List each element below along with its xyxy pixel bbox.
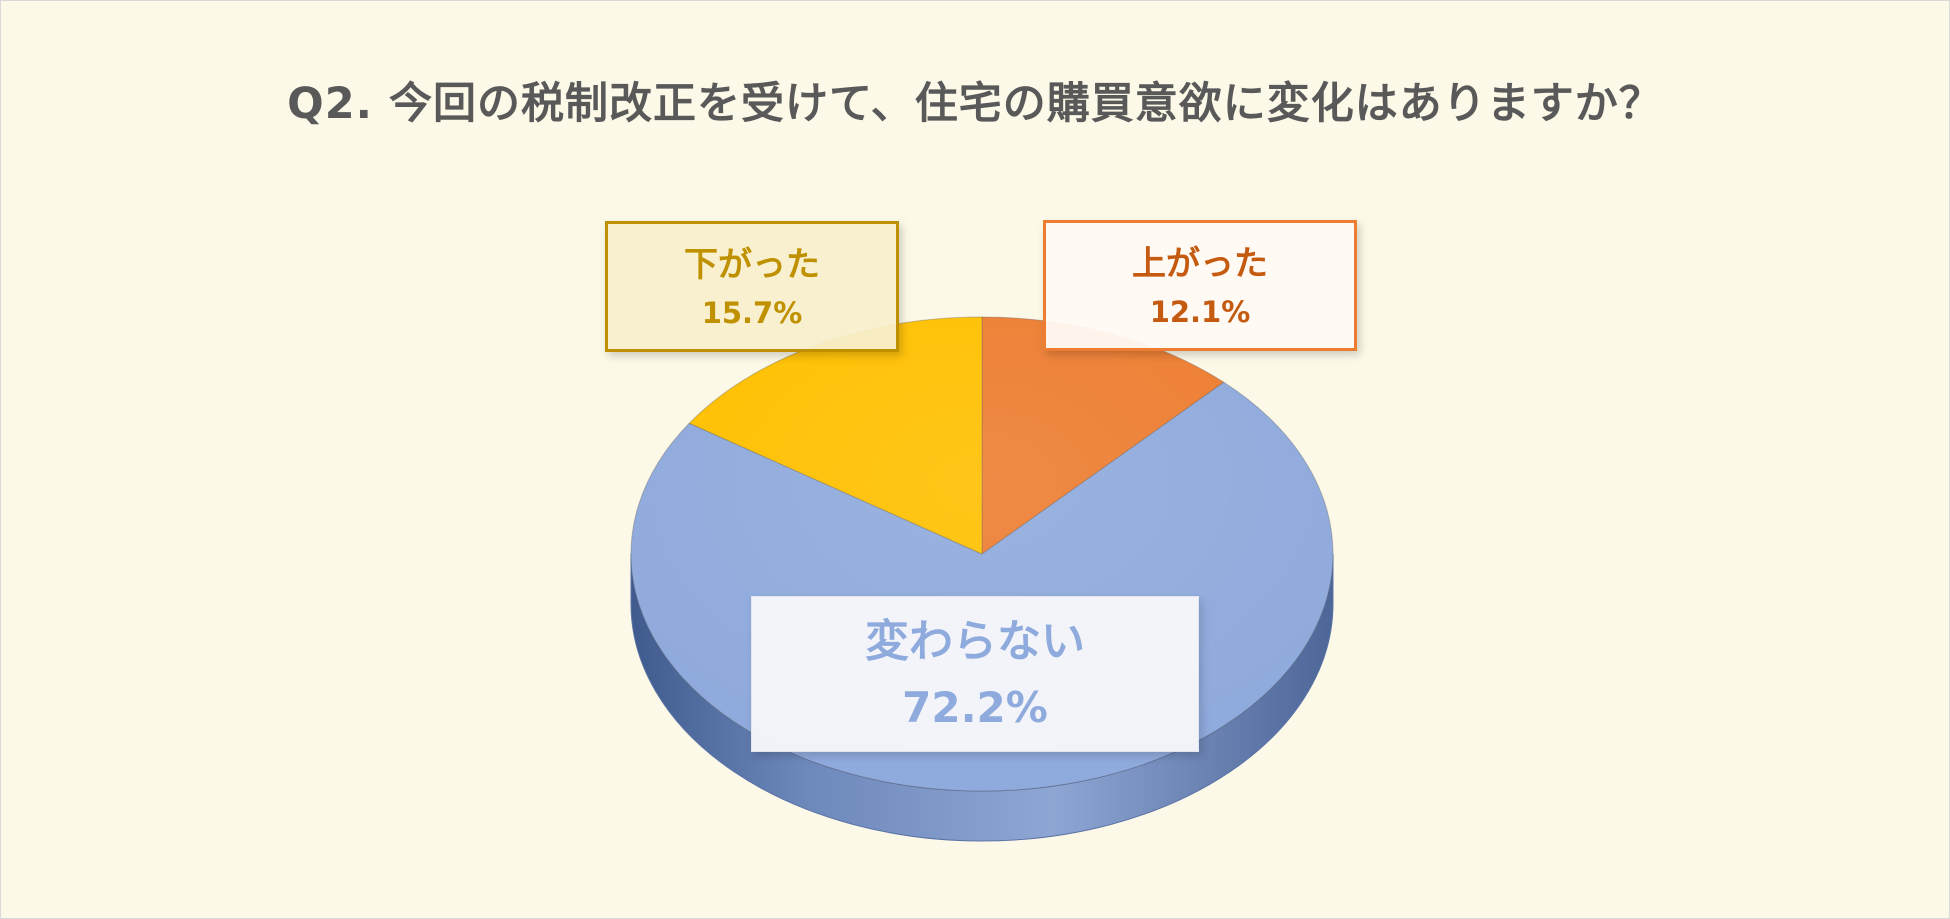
data-label-down-name: 下がった: [684, 245, 820, 285]
data-label-down-value: 15.7%: [701, 296, 803, 330]
data-label-same-value: 72.2%: [902, 683, 1048, 732]
data-label-up-name: 上がった: [1132, 244, 1268, 284]
data-label-up: 上がった 12.1%: [1043, 220, 1357, 351]
data-label-down: 下がった 15.7%: [605, 221, 899, 352]
chart-title: Q2. 今回の税制改正を受けて、住宅の購買意欲に変化はありますか？: [287, 79, 1663, 129]
data-label-same: 変わらない 72.2%: [751, 596, 1199, 752]
data-label-same-name: 変わらない: [865, 616, 1085, 667]
data-label-up-value: 12.1%: [1149, 295, 1251, 329]
